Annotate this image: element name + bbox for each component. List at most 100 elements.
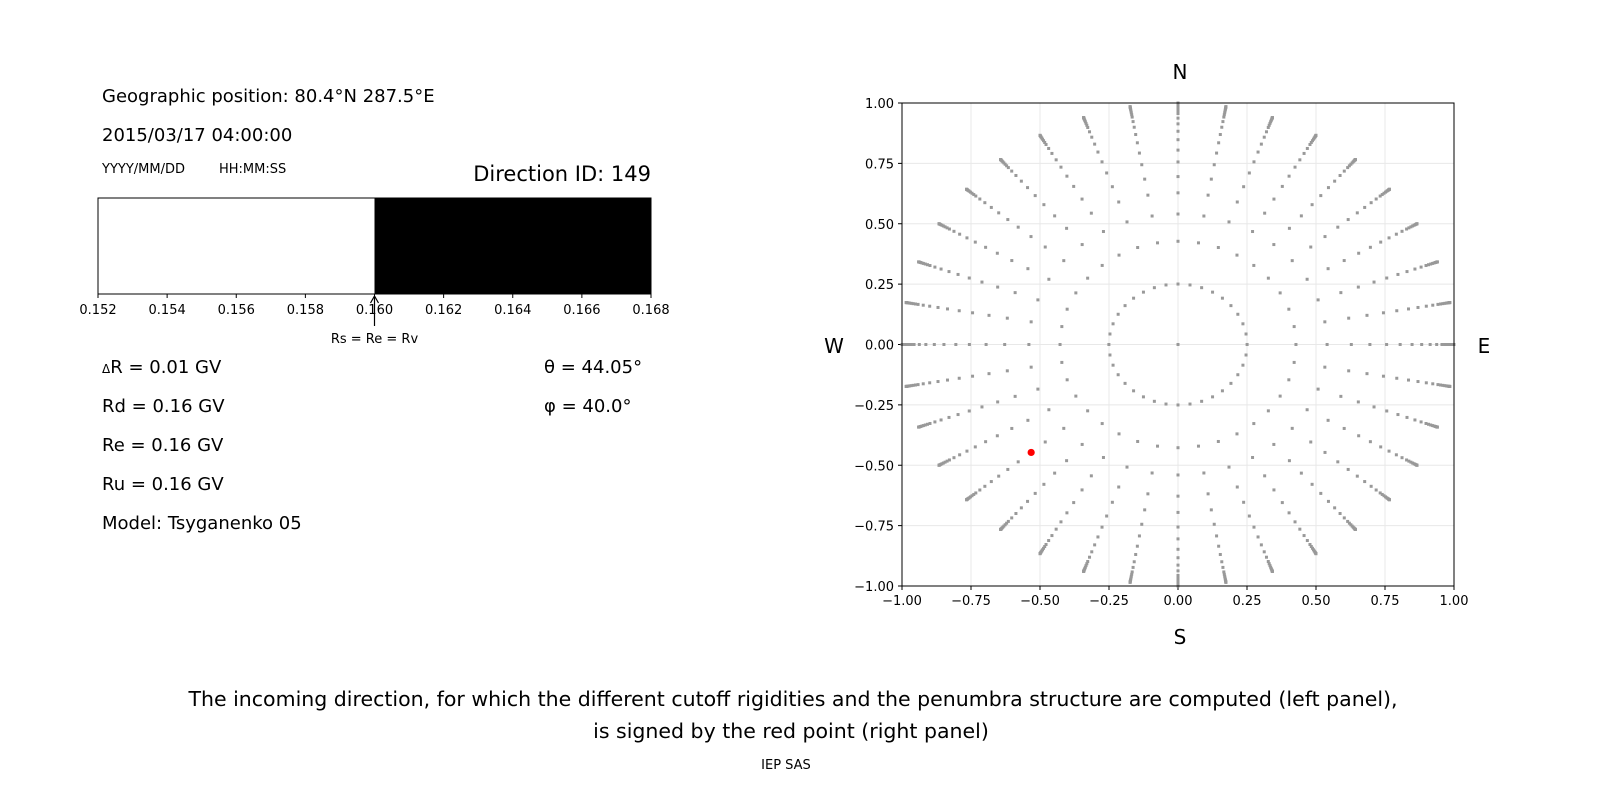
direction-point [1125,220,1129,224]
direction-point [1101,230,1105,234]
direction-point [1407,459,1411,463]
direction-point [1221,120,1225,124]
direction-point [1130,570,1134,574]
direction-point [1316,387,1320,391]
direction-point [1222,113,1226,117]
direction-point [1042,203,1046,207]
direction-point [1405,458,1409,462]
direction-point [1256,150,1260,154]
direction-point [1298,527,1302,531]
direction-point [1217,544,1221,548]
direction-point [1211,290,1215,294]
direction-point [1054,527,1058,531]
direction-point [1429,262,1433,266]
direction-point [1356,400,1360,404]
direction-point [1263,474,1267,478]
direction-point [1130,115,1134,119]
direction-point [921,261,925,265]
direction-point [1086,125,1090,129]
direction-point [1211,395,1215,399]
direction-point [1323,320,1327,324]
direction-point [1043,245,1047,249]
time-format-label: HH:MM:SS [219,162,286,177]
direction-point [1314,552,1318,556]
direction-point [1176,239,1180,243]
direction-point [1326,418,1330,422]
direction-point [1150,214,1154,218]
compass-west: W [824,334,844,358]
direction-point [916,383,920,387]
direction-point [1026,267,1030,271]
direction-point [1206,193,1210,197]
direction-point [1372,405,1376,409]
direction-point [1100,422,1104,426]
direction-point [1424,381,1428,385]
direction-point [995,434,999,438]
direction-point [1047,277,1051,281]
direction-point [970,494,974,498]
direction-point [1221,565,1225,569]
y-tick-label: 0.00 [865,339,894,354]
delta-symbol: Δ [102,362,111,376]
direction-point [1060,360,1064,364]
credit: IEP SAS [761,758,811,773]
direction-point [1019,179,1023,183]
direction-point [1380,193,1384,197]
direction-point [1266,409,1270,413]
direction-point [1016,460,1020,464]
direction-point [1050,151,1054,155]
direction-point [1415,463,1419,467]
direction-point [984,440,988,444]
direction-point [1135,141,1139,145]
direction-point [1188,402,1192,406]
direction-point [987,313,991,317]
direction-point [1353,158,1357,162]
direction-point [1006,519,1010,523]
direction-point [1080,243,1084,247]
direction-point [1407,378,1411,382]
direction-point [1443,301,1447,305]
direction-point [1134,552,1138,556]
direction-point [1006,467,1010,471]
direction-point [1026,418,1030,422]
direction-point [1346,467,1350,471]
direction-point [1365,313,1369,317]
direction-point [999,158,1003,162]
direction-point [1084,121,1088,125]
direction-point [1216,246,1220,250]
direction-point [989,480,993,484]
direction-point [1264,555,1268,559]
direction-point [1310,482,1314,486]
direction-point [1140,522,1144,526]
annotation-arrowhead [369,294,380,304]
direction-point [1424,304,1428,308]
direction-point [1220,389,1224,393]
direction-point [1440,343,1444,346]
direction-point [917,260,921,264]
direction-point [1420,343,1424,346]
direction-point [1416,305,1420,309]
direction-point [1382,494,1386,498]
direction-point [1413,267,1417,271]
direction-point [1105,171,1109,175]
direction-point [983,484,987,488]
direction-point [925,422,929,426]
direction-scatter-chart: −1.00 −0.75 −0.50 −0.25 0.00 0.25 0.50 0.75 1.00… [854,97,1468,609]
direction-point [1105,514,1109,518]
direction-point [1287,226,1291,230]
x-tick-label: 0.154 [149,303,186,318]
direction-point [1400,229,1404,233]
direction-point [965,449,969,453]
direction-point [1176,578,1180,582]
direction-point [1074,394,1078,398]
x-tick-label: 0.25 [1233,594,1262,609]
direction-point [1355,474,1359,478]
direction-point [1302,534,1306,538]
direction-point [1409,460,1413,464]
direction-point [1349,343,1353,346]
direction-point [1134,133,1138,137]
direction-point [1110,185,1114,189]
direction-point [1206,492,1210,496]
direction-point [1431,303,1435,307]
direction-point [1176,191,1180,195]
